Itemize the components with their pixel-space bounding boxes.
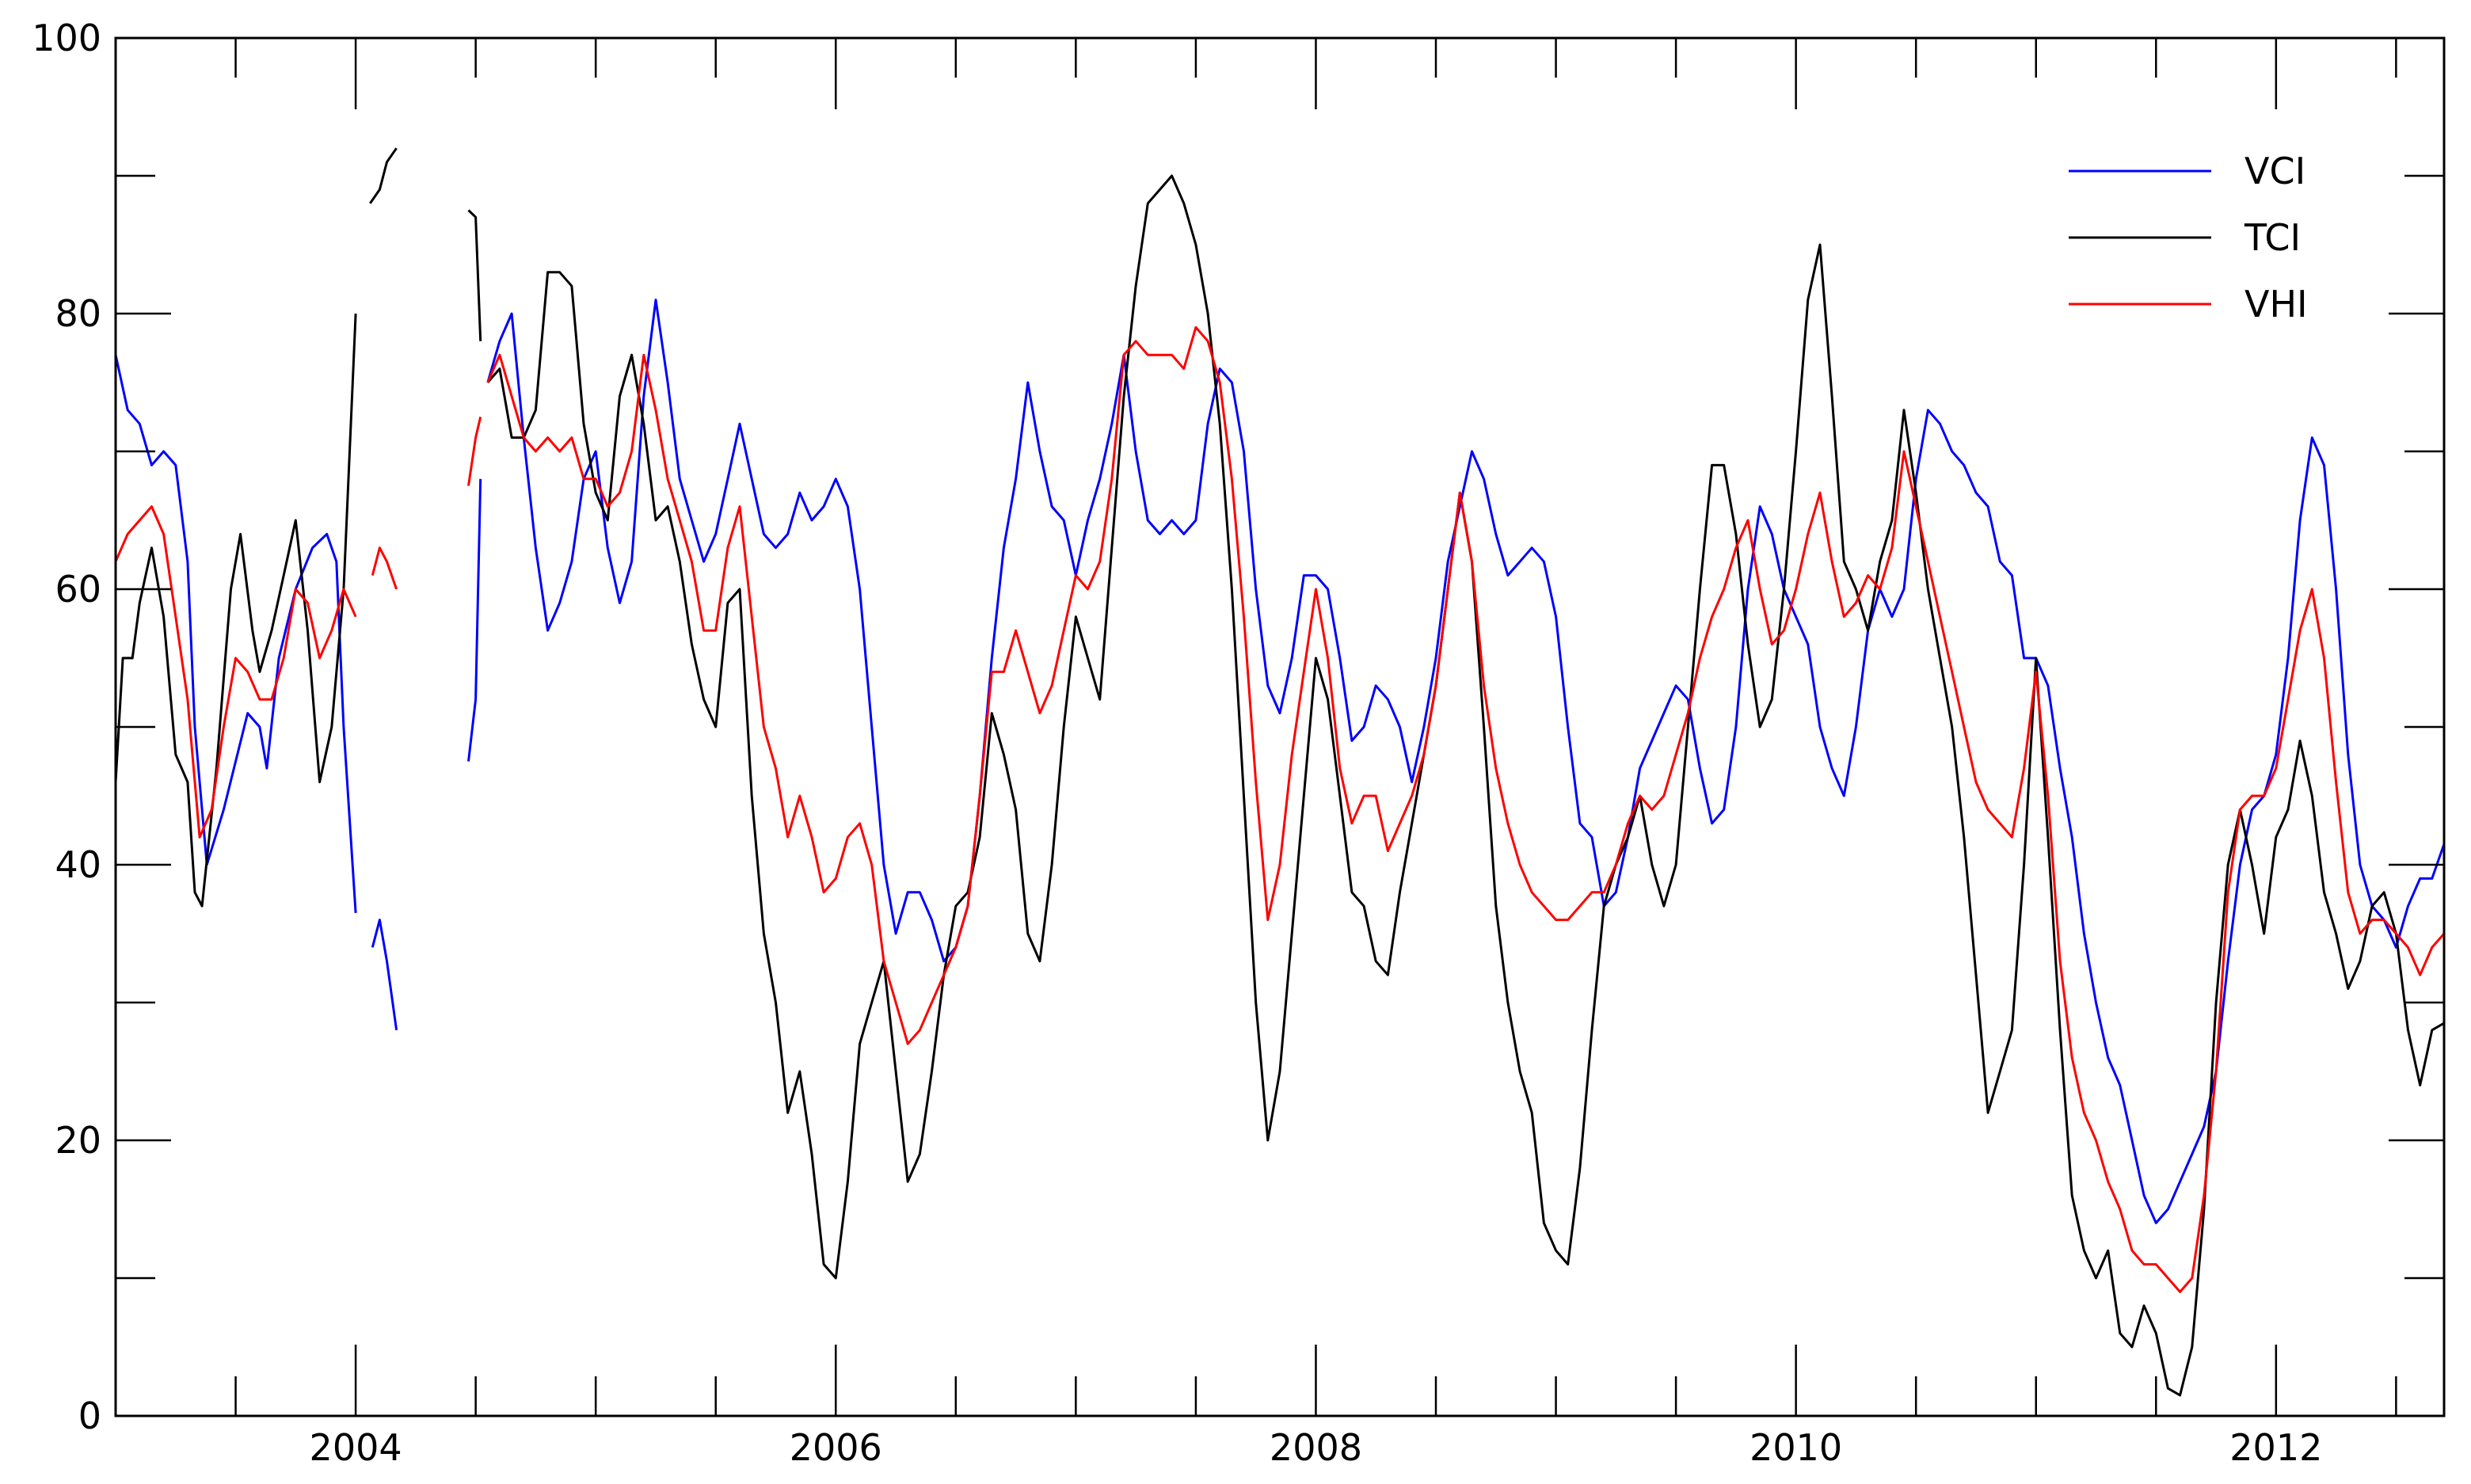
series-tci: [114, 147, 2445, 1397]
y-tick-label: 20: [55, 1119, 101, 1162]
series-vhi-line-0: [114, 505, 357, 839]
y-tick-label: 100: [32, 17, 101, 59]
series-vhi: [114, 325, 2446, 1293]
series-tci-line-2: [467, 209, 482, 341]
series-vci: [114, 299, 2446, 1224]
series-vhi-line-1: [371, 546, 398, 590]
tick-labels-layer: 0 20 40 60 80 100 2004 2006 2008 2010 2012: [32, 17, 2322, 1469]
y-tick-label: 0: [78, 1395, 101, 1437]
legend: VCI TCI VHI: [2069, 150, 2308, 325]
y-tick-label: 40: [55, 843, 101, 886]
x-tick-label: 2012: [2229, 1426, 2322, 1469]
series-vci-line-1: [371, 919, 398, 1031]
plot-frame: [114, 36, 2446, 1417]
series-tci-line-0: [114, 313, 357, 908]
series-tci-line-1: [369, 147, 398, 204]
legend-label-vhi: VHI: [2244, 283, 2308, 325]
legend-label-vci: VCI: [2244, 150, 2305, 192]
x-tick-label: 2004: [310, 1426, 402, 1469]
series-vci-line-2: [467, 478, 482, 762]
series-vhi-line-3: [486, 325, 2446, 1293]
x-tick-label: 2008: [1270, 1426, 1362, 1469]
series-vci-line-0: [114, 354, 357, 913]
series-vhi-line-2: [467, 417, 482, 486]
y-tick-label: 80: [55, 292, 101, 335]
series-vci-line-3: [486, 299, 2446, 1224]
ticks-layer: [116, 36, 2444, 1417]
y-tick-label: 60: [55, 568, 101, 611]
legend-label-tci: TCI: [2244, 216, 2301, 259]
x-tick-label: 2010: [1749, 1426, 1842, 1469]
series-layer: [114, 147, 2446, 1397]
x-tick-label: 2006: [790, 1426, 882, 1469]
